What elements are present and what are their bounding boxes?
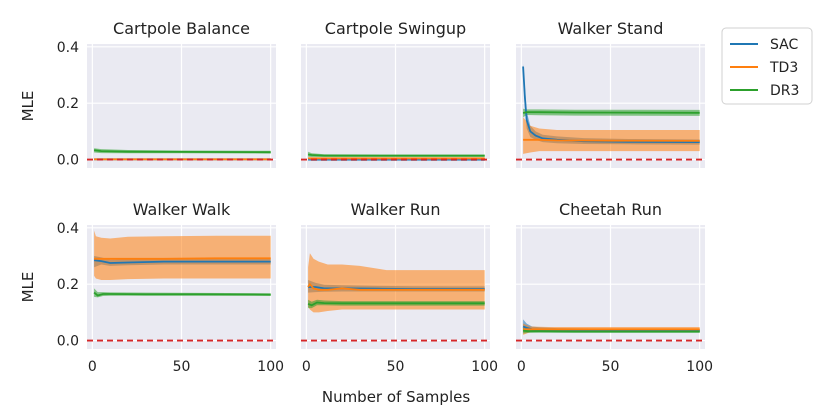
legend: SAC TD3 DR3	[721, 27, 813, 105]
subplot-title: Walker Walk	[133, 200, 231, 219]
band-td3	[308, 253, 485, 313]
legend-box	[721, 27, 813, 105]
subplot-title: Cheetah Run	[559, 200, 662, 219]
x-tick-label: 100	[257, 359, 284, 375]
line-td3	[523, 138, 700, 142]
x-axis-label: Number of Samples	[322, 388, 470, 406]
band-td3	[523, 117, 700, 154]
line-dr3	[93, 291, 271, 297]
x-tick-label: 0	[517, 359, 526, 375]
legend-label-dr3: DR3	[770, 83, 799, 99]
line-dr3	[522, 111, 700, 114]
legend-label-td3: TD3	[769, 60, 798, 76]
y-tick-label: 0.0	[57, 153, 79, 169]
y-axis-label: MLE	[19, 272, 37, 303]
panels-group: Cartpole Balance 0.0 0.2 0.4 MLE Cartpole Swi…	[19, 19, 713, 375]
subplot-walker-run: Walker Run 0 50 100	[301, 200, 498, 375]
legend-label-sac: SAC	[770, 37, 798, 53]
x-tick-label: 100	[686, 359, 713, 375]
subplot-cartpole-balance: Cartpole Balance 0.0 0.2 0.4 MLE	[19, 19, 276, 169]
x-tick-label: 100	[471, 359, 498, 375]
y-tick-label: 0.2	[57, 96, 79, 112]
subplot-title: Walker Run	[351, 200, 441, 219]
subplot-title: Cartpole Balance	[113, 19, 250, 38]
line-td3	[307, 282, 485, 291]
x-tick-label: 0	[302, 359, 311, 375]
line-sac	[93, 259, 271, 264]
subplot-cheetah-run: Cheetah Run 0 50 100	[516, 200, 713, 375]
y-tick-label: 0.2	[57, 277, 79, 293]
line-dr3	[523, 329, 700, 333]
y-tick-label: 0.4	[57, 221, 79, 237]
line-td3	[94, 257, 271, 260]
band-td3	[94, 230, 271, 280]
y-tick-label: 0.4	[57, 40, 79, 56]
x-tick-label: 50	[387, 359, 405, 375]
subplot-title: Walker Stand	[558, 19, 664, 38]
y-axis-label: MLE	[19, 91, 37, 122]
subplot-title: Cartpole Swingup	[325, 19, 466, 38]
line-dr3	[93, 149, 271, 154]
x-tick-label: 50	[173, 359, 191, 375]
subplot-walker-stand: Walker Stand	[516, 19, 705, 168]
subplot-walker-walk: Walker Walk 0.0 0.2 0.4 MLE 0 50 100	[19, 200, 284, 375]
line-dr3	[307, 153, 485, 157]
x-tick-label: 0	[88, 359, 97, 375]
subplot-cartpole-swingup: Cartpole Swingup	[301, 19, 490, 168]
x-tick-label: 50	[602, 359, 620, 375]
line-dr3	[307, 301, 485, 307]
y-tick-label: 0.0	[57, 334, 79, 350]
